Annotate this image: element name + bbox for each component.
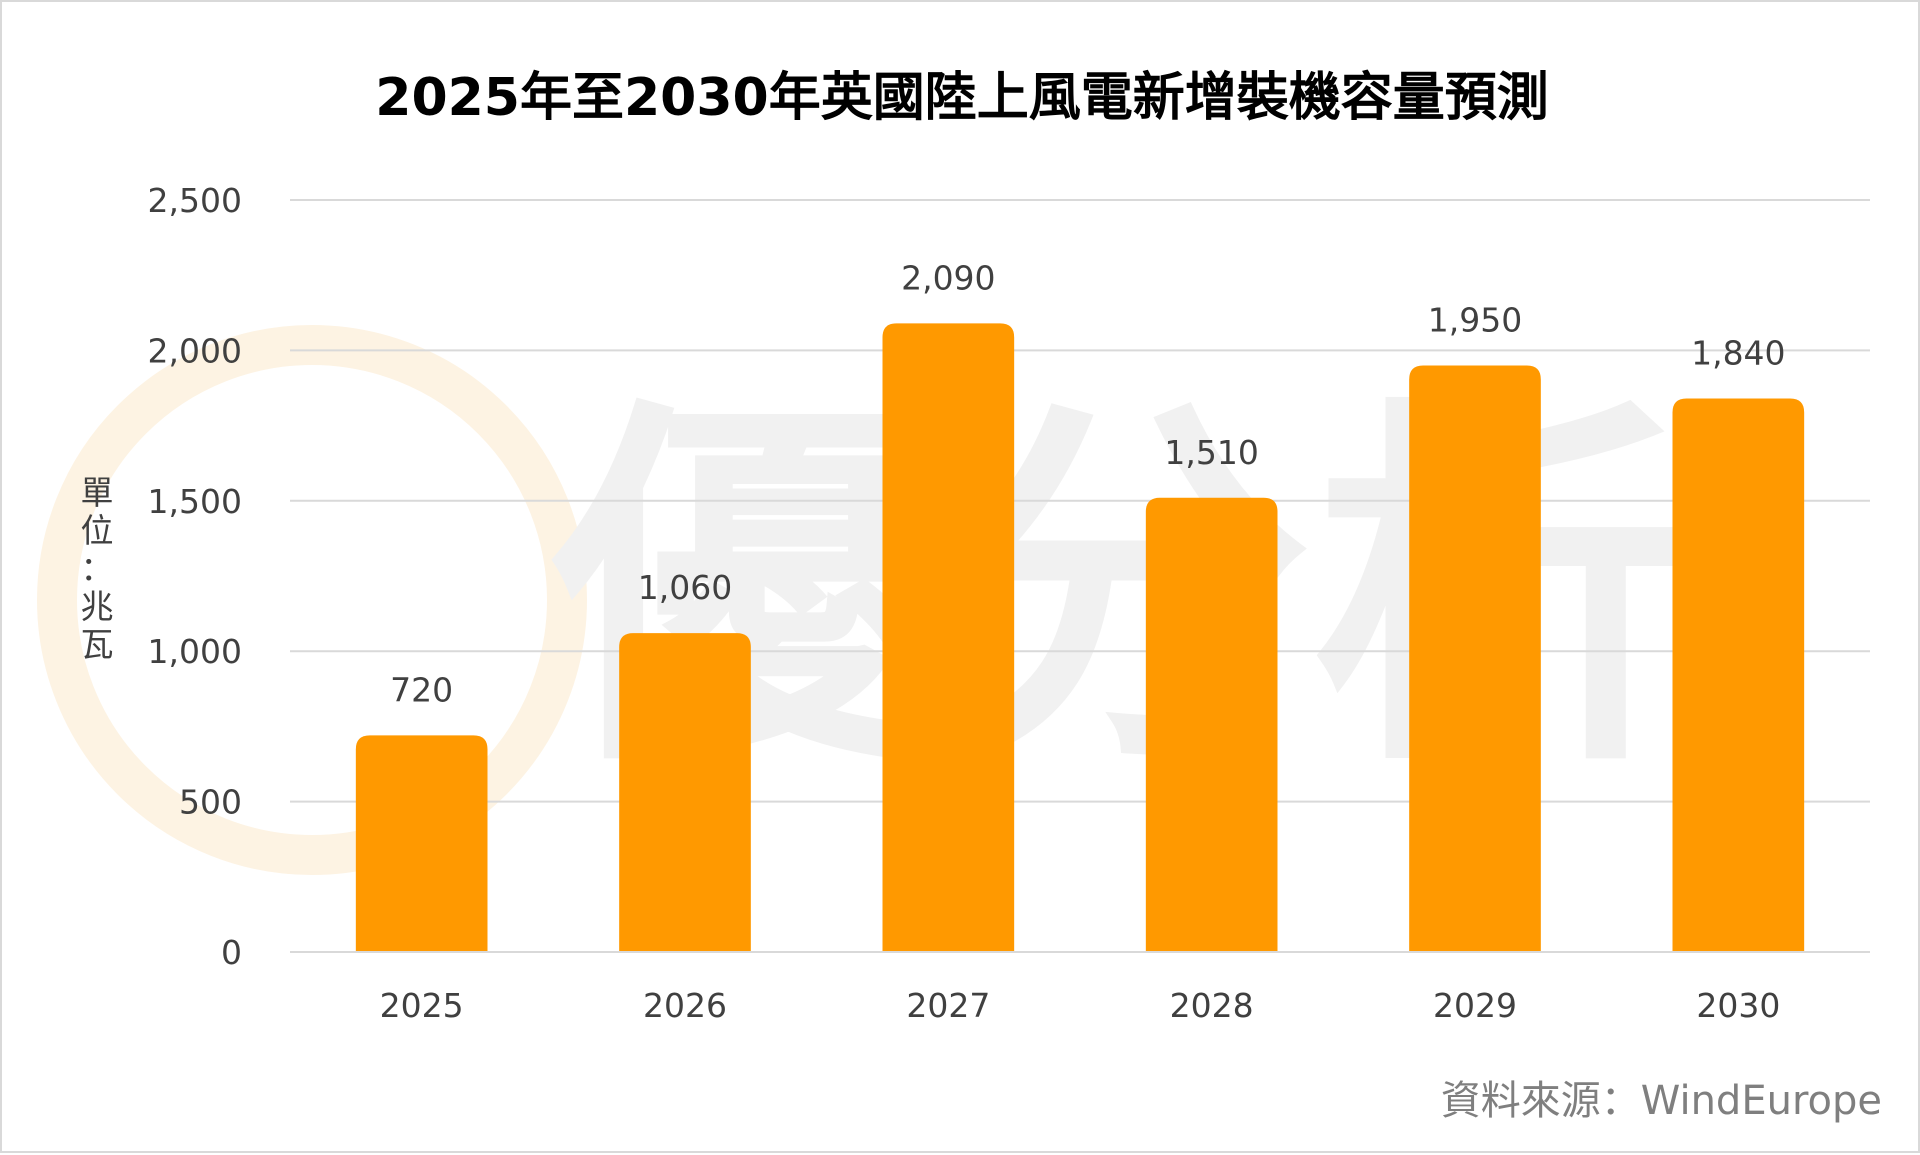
y-axis-ticks: 0 500 1,000 1,500 2,000 2,500 xyxy=(148,181,242,972)
y-tick-label: 1,500 xyxy=(148,482,242,521)
bar-2030 xyxy=(1672,398,1805,952)
data-label: 1,840 xyxy=(1691,334,1785,373)
x-tick-label: 2030 xyxy=(1696,986,1780,1025)
y-tick-label: 2,500 xyxy=(148,181,242,220)
bar-2027 xyxy=(882,323,1015,952)
y-tick-label: 0 xyxy=(221,933,242,972)
bar-2029 xyxy=(1409,365,1541,952)
source-note: 資料來源：WindEurope xyxy=(1441,1078,1882,1124)
y-tick-label: 500 xyxy=(179,783,242,822)
bar-2028 xyxy=(1145,497,1278,952)
bar-2026 xyxy=(619,633,751,952)
x-tick-label: 2027 xyxy=(906,986,990,1025)
data-label: 1,950 xyxy=(1428,300,1522,339)
bars xyxy=(355,323,1805,952)
data-label: 1,060 xyxy=(638,568,732,607)
data-labels: 720 1,060 2,090 1,510 1,950 1,840 xyxy=(390,258,1785,709)
x-tick-label: 2028 xyxy=(1170,986,1254,1025)
chart-title: 2025年至2030年英國陸上風電新增裝機容量預測 xyxy=(375,68,1548,128)
y-tick-label: 1,000 xyxy=(148,632,242,671)
data-label: 2,090 xyxy=(901,258,995,297)
y-axis-label: 單位：兆瓦 xyxy=(81,473,114,664)
x-axis-ticks: 2025 2026 2027 2028 2029 2030 xyxy=(380,986,1781,1025)
watermark-logo-icon xyxy=(37,325,587,875)
x-tick-label: 2029 xyxy=(1433,986,1517,1025)
gridlines xyxy=(290,199,1870,803)
x-tick-label: 2025 xyxy=(380,986,464,1025)
data-label: 1,510 xyxy=(1164,433,1258,472)
x-tick-label: 2026 xyxy=(643,986,727,1025)
y-tick-label: 2,000 xyxy=(148,331,242,370)
bar-2025 xyxy=(355,735,488,952)
data-label: 720 xyxy=(390,670,453,709)
